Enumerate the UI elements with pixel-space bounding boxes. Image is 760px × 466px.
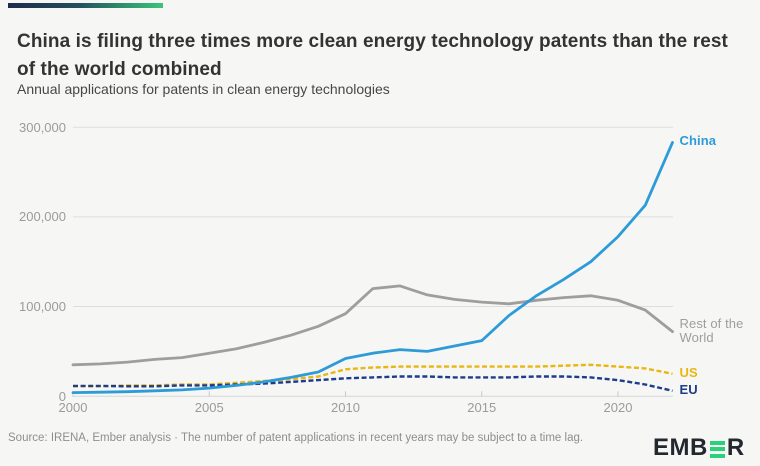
- ember-logo-green-e-icon: [709, 440, 725, 458]
- y-axis-tick-label: 100,000: [19, 299, 66, 315]
- series-line-china: [71, 140, 674, 395]
- source-note: Source: IRENA, Ember analysis · The numb…: [8, 432, 584, 444]
- x-axis-tick-label: 2020: [603, 400, 633, 415]
- ember-logo: EMB R: [653, 434, 745, 461]
- chart-subtitle: Annual applications for patents in clean…: [17, 81, 390, 97]
- x-axis-tick-label: 2000: [58, 400, 88, 415]
- series-label-rest-of-the-world: Rest of the World: [679, 315, 744, 345]
- x-axis-tick-label: 2005: [194, 400, 224, 415]
- page-title: China is filing three times more clean e…: [17, 30, 728, 81]
- series-line-eu: [73, 375, 673, 392]
- y-axis-tick-label: 200,000: [19, 209, 66, 225]
- ember-logo-text-suffix: R: [726, 434, 745, 461]
- series-label-china: China: [679, 133, 717, 149]
- series-label-us: US: [679, 364, 698, 380]
- y-axis-tick-label: 0: [58, 388, 66, 404]
- x-axis-tick-label: 2010: [331, 400, 360, 415]
- accent-bar: [8, 3, 163, 8]
- x-axis-tick-label: 2015: [467, 400, 497, 415]
- series-line-rest-of-the-world: [71, 284, 674, 367]
- ember-logo-text-prefix: EMB: [653, 434, 708, 461]
- series-line-us: [73, 363, 673, 388]
- y-axis-tick-label: 300,000: [19, 119, 66, 135]
- series-label-eu: EU: [679, 381, 698, 397]
